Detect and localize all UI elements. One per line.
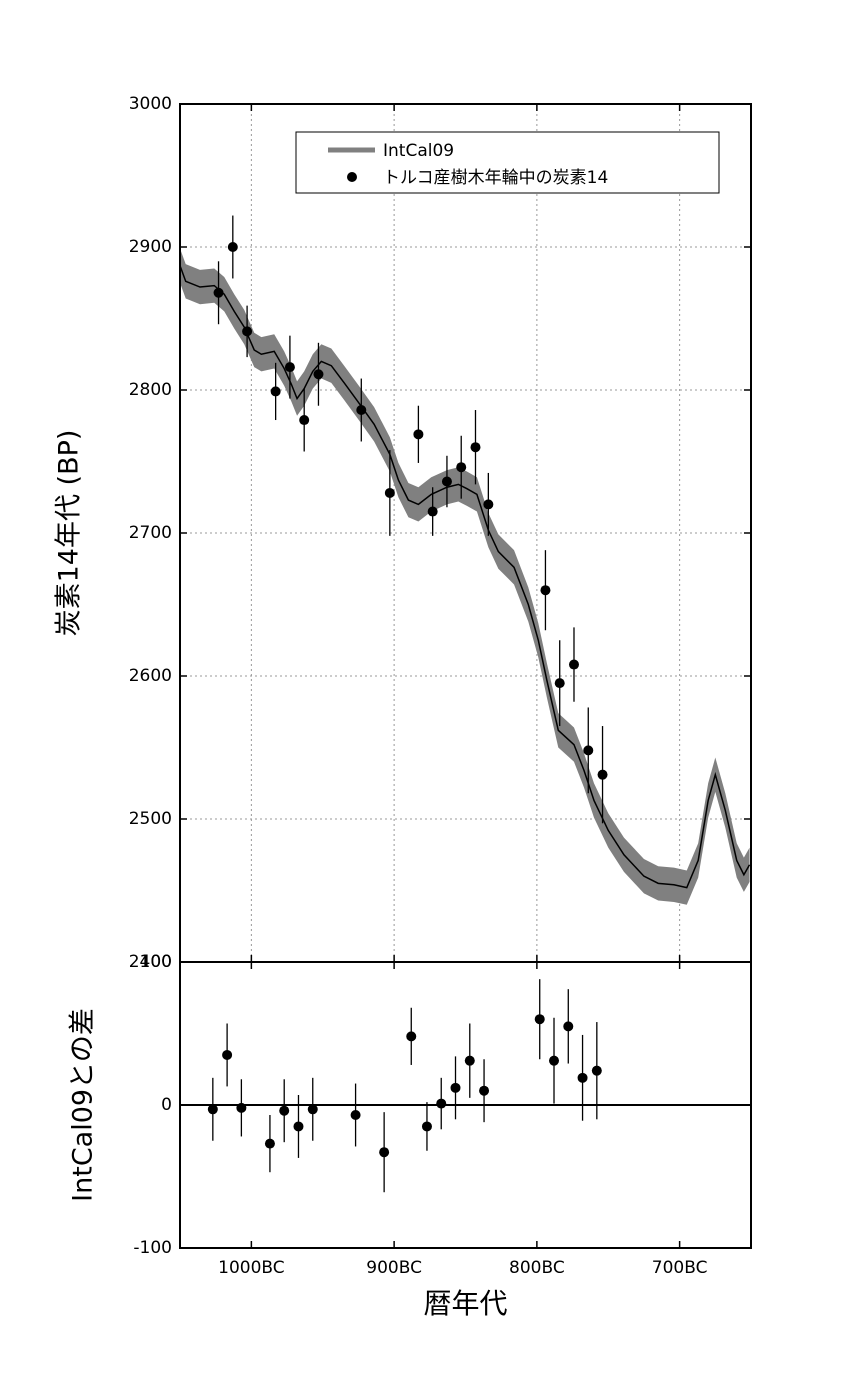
point	[350, 1110, 361, 1121]
point	[450, 1082, 461, 1093]
point	[591, 1065, 602, 1076]
point	[379, 1147, 390, 1158]
plot-frame	[179, 961, 752, 1249]
point	[470, 442, 481, 453]
point	[421, 1121, 432, 1132]
point	[207, 1104, 218, 1115]
y-tick-label: 2700	[129, 523, 172, 543]
point	[413, 429, 424, 440]
legend	[295, 131, 720, 194]
point	[227, 242, 238, 252]
x-tick-label: 700BC	[652, 1258, 708, 1278]
x-tick-label: 800BC	[509, 1258, 565, 1278]
point	[284, 362, 295, 373]
x-tick-label: 1000BC	[218, 1258, 285, 1278]
x-axis-label: 暦年代	[423, 1287, 507, 1320]
point	[568, 659, 579, 670]
y-tick-label: -100	[133, 1238, 172, 1258]
y-tick-label: 2600	[129, 666, 172, 686]
point	[213, 287, 224, 298]
point	[279, 1105, 290, 1116]
point	[456, 462, 467, 473]
point	[563, 1021, 574, 1032]
point	[427, 506, 438, 517]
point	[270, 386, 281, 397]
y-axis-label: IntCal09との差	[68, 1008, 99, 1202]
point	[597, 769, 608, 780]
legend-label: IntCal09	[383, 141, 454, 161]
y-axis-label: 炭素14年代 (BP)	[54, 430, 85, 637]
y-tick-label: 0	[161, 1095, 172, 1115]
point	[299, 415, 310, 426]
legend-swatch	[347, 172, 357, 182]
point	[583, 745, 594, 756]
point	[479, 1085, 490, 1096]
x-tick-label: 900BC	[366, 1258, 422, 1278]
band	[180, 248, 750, 905]
point	[307, 1104, 318, 1115]
point	[264, 1138, 275, 1149]
y-tick-label: 3000	[129, 94, 172, 114]
point	[549, 1055, 560, 1066]
point	[406, 1031, 417, 1042]
point	[436, 1098, 447, 1109]
y-tick-label: 2500	[129, 809, 172, 829]
point	[577, 1072, 588, 1083]
point	[356, 405, 367, 416]
point	[441, 476, 452, 487]
line	[179, 265, 751, 889]
y-tick-label: 2800	[129, 380, 172, 400]
point	[242, 326, 253, 337]
point	[464, 1055, 475, 1066]
point	[293, 1121, 304, 1132]
y-tick-label: 100	[140, 952, 172, 972]
point	[534, 1014, 545, 1025]
point	[384, 487, 395, 498]
point	[222, 1049, 233, 1060]
point	[313, 369, 324, 380]
legend-label: トルコ産樹木年輪中の炭素14	[383, 168, 608, 188]
point	[554, 678, 565, 689]
point	[483, 499, 494, 510]
y-tick-label: 2400	[129, 952, 172, 972]
y-tick-label: 2900	[129, 237, 172, 257]
point	[236, 1102, 247, 1113]
point	[540, 585, 551, 596]
